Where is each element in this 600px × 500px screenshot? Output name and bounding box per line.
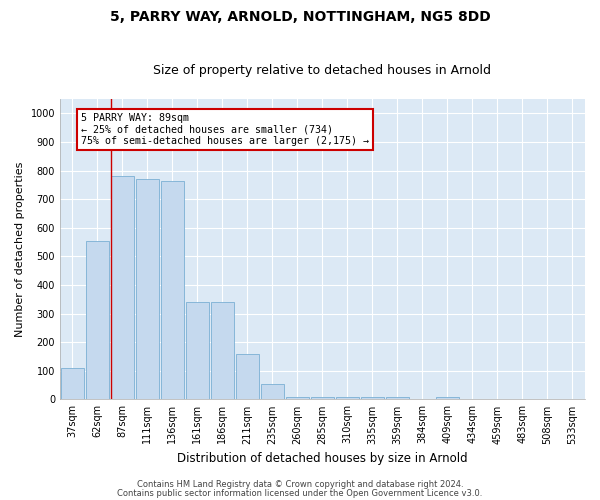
Bar (136, 179, 158, 400)
Text: Contains HM Land Registry data © Crown copyright and database right 2024.: Contains HM Land Registry data © Crown c… (137, 480, 463, 489)
Bar (86, 240, 109, 400)
Bar (386, 396, 409, 400)
Text: 5 PARRY WAY: 89sqm
← 25% of detached houses are smaller (734)
75% of semi-detach: 5 PARRY WAY: 89sqm ← 25% of detached hou… (81, 112, 369, 146)
Text: Contains public sector information licensed under the Open Government Licence v3: Contains public sector information licen… (118, 489, 482, 498)
Bar (61, 368, 83, 400)
Bar (286, 396, 309, 400)
Bar (161, 180, 184, 400)
Y-axis label: Number of detached properties: Number of detached properties (15, 162, 25, 337)
Bar (336, 396, 359, 400)
Bar (436, 396, 459, 400)
Bar (311, 396, 334, 400)
Bar (211, 302, 233, 400)
Text: 5, PARRY WAY, ARNOLD, NOTTINGHAM, NG5 8DD: 5, PARRY WAY, ARNOLD, NOTTINGHAM, NG5 8D… (110, 10, 490, 24)
Bar (261, 384, 284, 400)
Bar (111, 176, 134, 400)
Bar (236, 354, 259, 400)
X-axis label: Distribution of detached houses by size in Arnold: Distribution of detached houses by size … (177, 452, 468, 465)
Bar (186, 302, 209, 400)
Bar (361, 396, 384, 400)
Title: Size of property relative to detached houses in Arnold: Size of property relative to detached ho… (154, 64, 491, 77)
